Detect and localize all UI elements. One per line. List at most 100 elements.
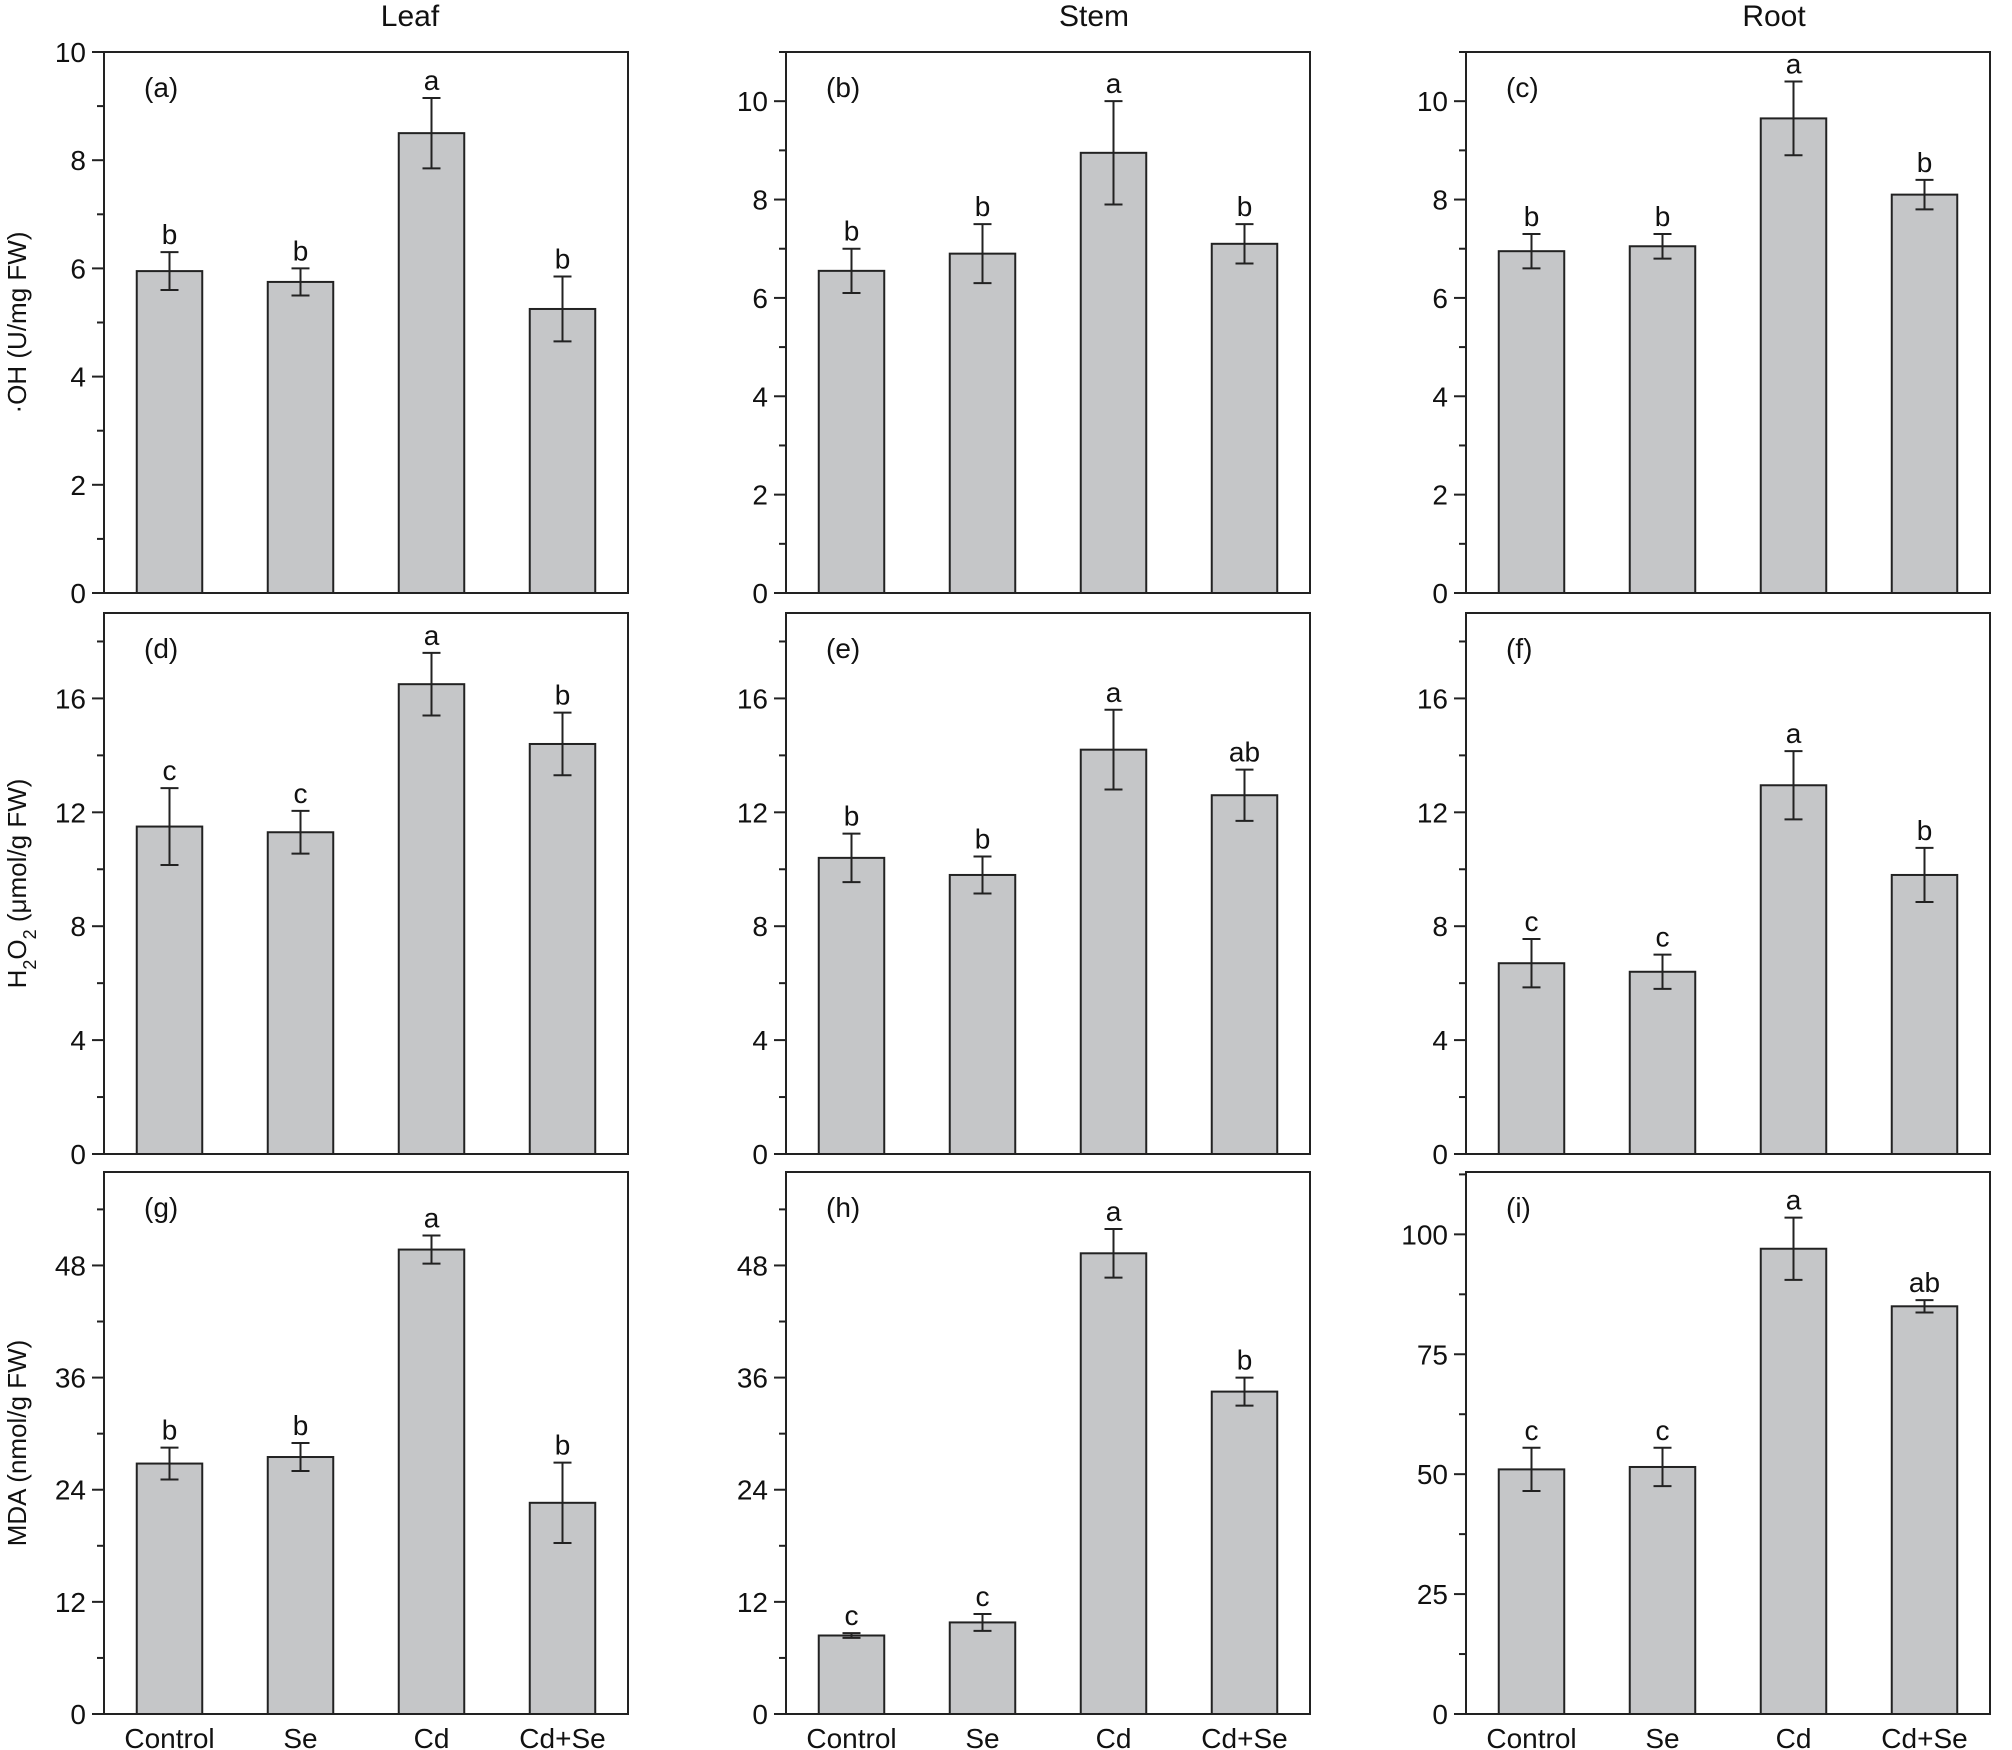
y-tick-label: 8 <box>1432 911 1448 942</box>
column-header-root: Root <box>1742 0 1806 33</box>
y-tick-label: 4 <box>752 1025 768 1056</box>
y-tick-label: 12 <box>1417 797 1448 828</box>
bar <box>1210 794 1279 1155</box>
y-tick-label: 36 <box>737 1363 768 1394</box>
plot-frame <box>785 1171 1311 1715</box>
plot-frame <box>1465 612 1991 1155</box>
y-tick-label: 48 <box>737 1250 768 1281</box>
y-tick-label: 24 <box>737 1475 768 1506</box>
significance-letter: c <box>976 1581 990 1612</box>
y-tick-label: 0 <box>70 1699 86 1730</box>
bar <box>817 269 886 594</box>
y-tick-label: 4 <box>752 381 768 412</box>
y-tick-label: 0 <box>752 1139 768 1170</box>
significance-letter: b <box>975 823 991 854</box>
significance-letter: c <box>294 778 308 809</box>
bar <box>266 1456 335 1715</box>
panel-label: (a) <box>144 72 178 103</box>
significance-letter: b <box>1237 1345 1253 1376</box>
chart-panel: 0 25 50 75 100 (i) c Control c Se a Cd ab Cd+Se <box>1401 1171 1991 1750</box>
bar <box>1759 117 1828 595</box>
plot-frame <box>1465 1171 1991 1715</box>
panel-label: (h) <box>826 1192 860 1223</box>
bar <box>948 252 1017 595</box>
y-tick-label: 10 <box>737 86 768 117</box>
significance-letter: ab <box>1229 737 1260 768</box>
y-tick-label: 8 <box>1432 185 1448 216</box>
y-tick-label: 6 <box>752 283 768 314</box>
y-tick-label: 8 <box>752 185 768 216</box>
y-tick-label: 12 <box>55 797 86 828</box>
significance-letter: c <box>845 1600 859 1631</box>
x-tick-label: Cd <box>414 1723 450 1750</box>
panel-label: (g) <box>144 1192 178 1223</box>
panel-label: (e) <box>826 633 860 664</box>
panel-label: (i) <box>1506 1192 1531 1223</box>
bar <box>1628 1465 1697 1715</box>
significance-letter: c <box>1656 922 1670 953</box>
y-tick-label: 8 <box>752 911 768 942</box>
significance-letter: b <box>293 235 309 266</box>
bar <box>1759 784 1828 1156</box>
x-tick-label: Control <box>806 1723 896 1750</box>
significance-letter: b <box>1655 201 1671 232</box>
significance-letter: b <box>162 1415 178 1446</box>
significance-letter: a <box>1786 1185 1802 1216</box>
bar <box>1079 748 1148 1156</box>
bar <box>1497 962 1566 1155</box>
bar <box>1497 250 1566 594</box>
x-tick-label: Se <box>1645 1723 1679 1750</box>
bar <box>1628 970 1697 1156</box>
bar <box>397 132 466 594</box>
significance-letter: a <box>424 620 440 651</box>
plot-frame <box>1465 51 1991 594</box>
bar <box>397 1248 466 1715</box>
x-tick-label: Cd+Se <box>1881 1723 1967 1750</box>
bar <box>528 742 597 1155</box>
y-tick-label: 100 <box>1401 1219 1448 1250</box>
panel-label: (f) <box>1506 633 1532 664</box>
plot-frame <box>103 1171 629 1715</box>
y-tick-label: 12 <box>55 1587 86 1618</box>
bar <box>1079 151 1148 594</box>
x-tick-label: Control <box>1486 1723 1576 1750</box>
significance-letter: ab <box>1909 1267 1940 1298</box>
significance-letter: a <box>1106 1196 1122 1227</box>
y-tick-label: 10 <box>1417 86 1448 117</box>
y-tick-label: 16 <box>1417 683 1448 714</box>
chart-panel: 0 4 8 12 16 (d) H2O2 (μmol/g FW) c c a b <box>2 612 629 1170</box>
significance-letter: b <box>555 244 571 275</box>
significance-letter: a <box>1106 677 1122 708</box>
significance-letter: a <box>1786 718 1802 749</box>
significance-letter: b <box>293 1410 309 1441</box>
significance-letter: c <box>1525 1415 1539 1446</box>
column-header-stem: Stem <box>1059 0 1129 33</box>
chart-panel: 0 12 24 36 48 (h) c Control c Se a Cd b Cd+Se <box>737 1171 1311 1750</box>
y-tick-label: 75 <box>1417 1339 1448 1370</box>
y-tick-label: 50 <box>1417 1459 1448 1490</box>
y-tick-label: 4 <box>1432 381 1448 412</box>
x-tick-label: Cd+Se <box>1201 1723 1287 1750</box>
significance-letter: b <box>1524 201 1540 232</box>
significance-letter: b <box>555 680 571 711</box>
y-axis-label: H2O2 (μmol/g FW) <box>2 779 40 989</box>
y-tick-label: 8 <box>70 145 86 176</box>
bar <box>528 307 597 594</box>
y-tick-label: 4 <box>70 1025 86 1056</box>
significance-letter: b <box>1917 815 1933 846</box>
y-tick-label: 2 <box>70 470 86 501</box>
y-tick-label: 48 <box>55 1250 86 1281</box>
bar <box>1079 1252 1148 1716</box>
y-tick-label: 25 <box>1417 1579 1448 1610</box>
y-tick-label: 0 <box>1432 578 1448 609</box>
significance-letter: b <box>1917 147 1933 178</box>
x-tick-label: Control <box>124 1723 214 1750</box>
bar <box>1890 193 1959 595</box>
y-tick-label: 6 <box>1432 283 1448 314</box>
bar <box>135 825 204 1155</box>
y-tick-label: 36 <box>55 1363 86 1394</box>
y-tick-label: 4 <box>70 362 86 393</box>
significance-letter: b <box>1237 191 1253 222</box>
chart-panel: 0 2 4 6 8 10 (c) b b a b <box>1417 49 1991 609</box>
plot-frame <box>785 51 1311 594</box>
